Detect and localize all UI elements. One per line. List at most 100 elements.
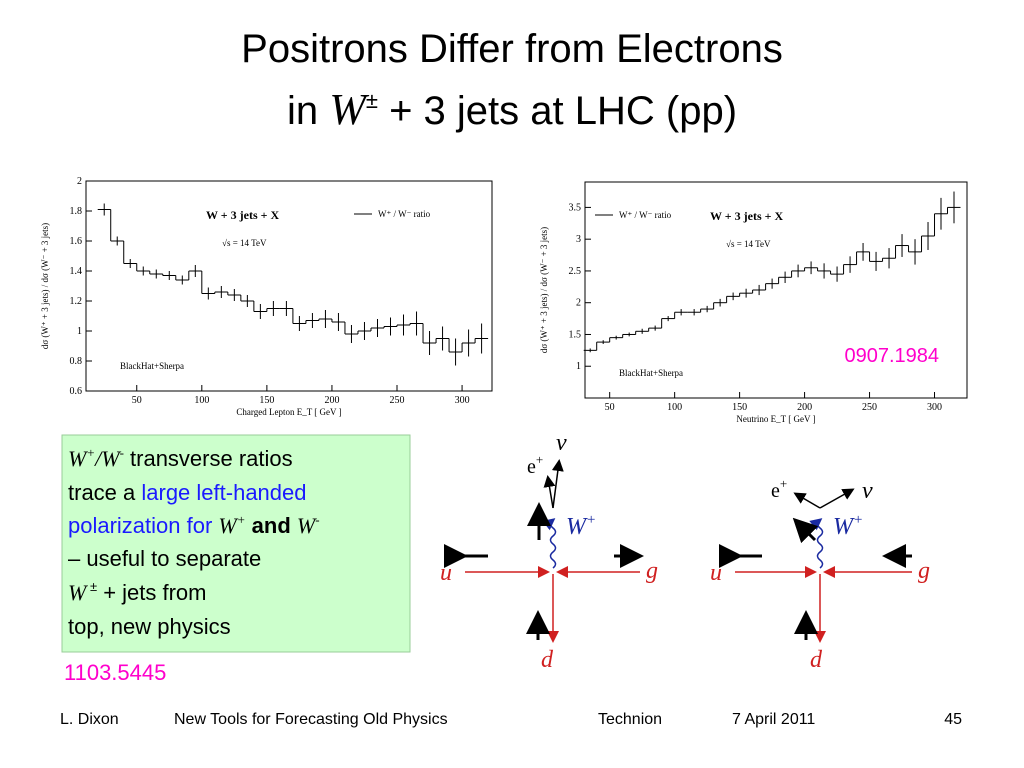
x-tick-label: 300 (927, 402, 942, 413)
decay (543, 475, 556, 509)
y-tick-label: 2.5 (569, 266, 582, 277)
note-box (61, 434, 411, 653)
decay (793, 492, 821, 509)
x-tick-label: 300 (455, 395, 470, 406)
label: e+ (771, 476, 787, 502)
source-label: BlackHat+Sherpa (619, 368, 683, 378)
note: W+/W- transverse ratios trace a large le… (68, 445, 320, 639)
annotation: 0907.1984 (844, 345, 939, 367)
label: e+ (527, 452, 543, 478)
t: + jets from (97, 580, 206, 605)
x-tick-label: 50 (605, 402, 615, 413)
label: ν (556, 430, 567, 456)
footer-author: L. Dixon (60, 711, 119, 728)
x-tick-label: 200 (797, 402, 812, 413)
title-part: in (287, 89, 329, 133)
label: d (810, 647, 823, 673)
y-tick-label: 3.5 (569, 202, 582, 213)
t: W (68, 580, 88, 605)
note-line: W+/W- transverse ratios (68, 445, 293, 471)
y-tick-label: 2 (77, 176, 82, 187)
label: W+ (833, 512, 863, 540)
t: - (315, 512, 319, 527)
y-tick-label: 1.2 (70, 296, 83, 307)
energy-label: √s = 14 TeV (222, 238, 267, 248)
t: W (218, 513, 238, 538)
source-label: BlackHat+Sherpa (120, 361, 184, 371)
y-tick-label: 0.6 (70, 386, 83, 397)
footer: L. Dixon New Tools for Forecasting Old P… (60, 711, 962, 728)
t: e (527, 456, 536, 478)
note-line: trace a large left-handed (68, 480, 307, 505)
y-tick-label: 1.8 (70, 206, 83, 217)
x-tick-label: 100 (194, 395, 209, 406)
label: g (918, 558, 930, 584)
footer-date: 7 April 2011 (732, 711, 815, 728)
label: u (710, 560, 722, 586)
x-tick-label: 250 (390, 395, 405, 406)
decay (551, 459, 564, 509)
x-tick-label: 150 (259, 395, 274, 406)
plot-frame (85, 180, 493, 392)
chart-title: W + 3 jets + X (710, 209, 783, 223)
w-line (809, 518, 824, 569)
y-tick-label: 3 (576, 234, 581, 245)
diagram: u g d ν e+ W+ (440, 430, 658, 673)
footer-page: 45 (944, 711, 962, 728)
label: ν (862, 478, 873, 504)
x-tick-label: 100 (667, 402, 682, 413)
reference: 1103.5445 (64, 660, 166, 685)
t: + (853, 512, 863, 528)
t: W (833, 514, 855, 540)
y-tick-label: 0.8 (70, 356, 83, 367)
x-tick-label: 50 (132, 395, 142, 406)
t: + (780, 476, 787, 491)
footer-talk: New Tools for Forecasting Old Physics (174, 711, 448, 728)
legend-label: W⁺ / W⁻ ratio (619, 210, 672, 220)
title-part: ± (366, 88, 378, 113)
y-tick-label: 1.6 (70, 236, 83, 247)
t: W (297, 513, 317, 538)
t: + (536, 452, 543, 467)
energy-label: √s = 14 TeV (726, 239, 771, 249)
t: e (771, 480, 780, 502)
t: ± (86, 579, 97, 594)
legend-label: W⁺ / W⁻ ratio (378, 209, 431, 219)
t: + (86, 445, 95, 460)
t: large left-handed (141, 480, 306, 505)
t: /W (93, 446, 121, 471)
t: and (246, 513, 297, 538)
y-axis-label: dσ (W⁺ + 3 jets) / dσ (W⁻ + 3 jets) (40, 223, 50, 349)
t: + (586, 512, 596, 528)
y-tick-label: 1 (77, 326, 82, 337)
label: g (646, 558, 658, 584)
t: W (566, 514, 588, 540)
chart-title: W + 3 jets + X (206, 208, 279, 222)
t: + (237, 512, 246, 527)
title-part: + 3 jets at LHC (pp) (378, 89, 737, 133)
w-line (542, 518, 557, 569)
y-tick-label: 1 (576, 361, 581, 372)
x-tick-label: 150 (732, 402, 747, 413)
t: trace a (68, 480, 141, 505)
t: transverse ratios (124, 446, 293, 471)
x-axis-label: Neutrino E_T [ GeV ] (736, 414, 815, 424)
note-line: polarization for W+ and W- (68, 512, 320, 538)
momentum (792, 517, 819, 544)
footer-venue: Technion (598, 711, 662, 728)
t: W (68, 446, 88, 471)
decay (819, 488, 855, 509)
x-axis-label: Charged Lepton E_T [ GeV ] (236, 407, 341, 417)
y-tick-label: 2 (576, 298, 581, 309)
t: - (120, 445, 124, 460)
x-tick-label: 250 (862, 402, 877, 413)
y-tick-label: 1.4 (70, 266, 83, 277)
title: Positrons Differ from Electrons (241, 27, 783, 71)
label: u (440, 560, 452, 586)
plot-frame (584, 181, 968, 399)
x-tick-label: 200 (324, 395, 339, 406)
note-line: W ± + jets from (68, 579, 207, 605)
title: in W± + 3 jets at LHC (pp) (287, 85, 737, 134)
